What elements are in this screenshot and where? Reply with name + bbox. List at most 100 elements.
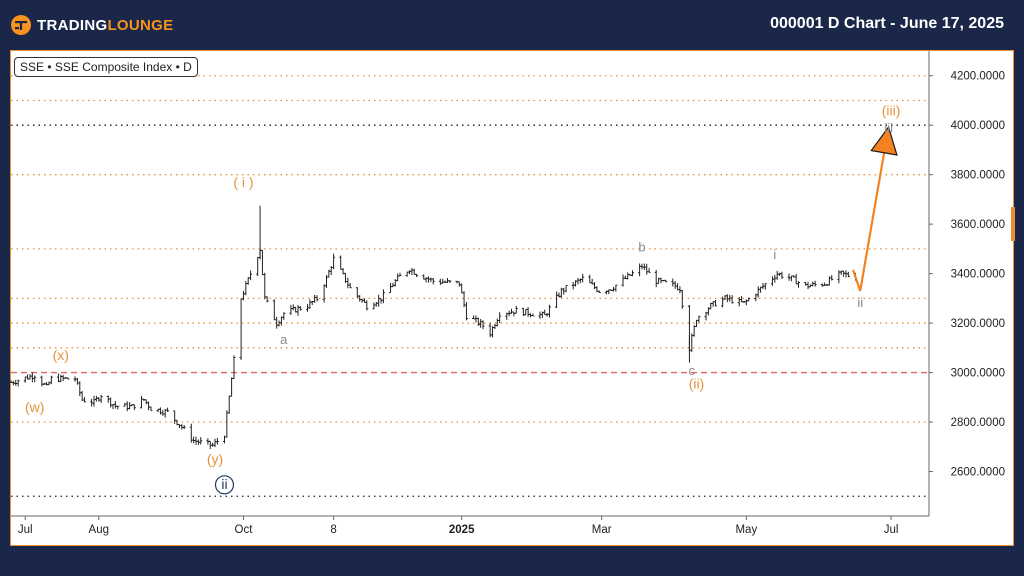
ohlc-bar bbox=[770, 276, 774, 286]
ohlc-bar bbox=[149, 406, 153, 412]
ohlc-bar bbox=[339, 255, 343, 270]
chart-title: 000001 D Chart - June 17, 2025 bbox=[770, 15, 1004, 32]
ohlc-bar bbox=[493, 323, 497, 329]
ohlc-bar bbox=[289, 304, 293, 315]
ohlc-bar bbox=[241, 290, 245, 301]
ohlc-bar bbox=[225, 410, 229, 438]
ohlc-bar bbox=[192, 436, 196, 444]
brand-prefix: TRADING bbox=[37, 16, 108, 34]
y-tick-label: 3800.0000 bbox=[951, 170, 1005, 182]
ohlc-bar bbox=[230, 377, 234, 397]
ohlc-bar bbox=[348, 282, 352, 289]
tradinglounge-logo-icon bbox=[11, 15, 31, 35]
ohlc-bar bbox=[144, 399, 148, 405]
ohlc-bar bbox=[116, 405, 120, 410]
wave-label: (w) bbox=[25, 399, 44, 415]
ohlc-bar bbox=[640, 263, 644, 270]
ohlc-bar bbox=[597, 290, 601, 294]
ohlc-bar bbox=[92, 395, 96, 407]
ohlc-bar bbox=[296, 305, 300, 316]
ohlc-bar bbox=[161, 409, 165, 416]
ohlc-bar bbox=[664, 279, 668, 283]
y-tick-label: 3400.0000 bbox=[951, 269, 1005, 281]
ohlc-bar bbox=[215, 437, 219, 445]
ohlc-bar bbox=[239, 298, 243, 361]
ohlc-bar bbox=[630, 270, 634, 277]
ohlc-bar bbox=[654, 269, 658, 288]
x-tick-label: Oct bbox=[235, 524, 254, 536]
ohlc-bar bbox=[614, 284, 618, 292]
ohlc-bar bbox=[547, 304, 551, 318]
ohlc-bar bbox=[381, 289, 385, 304]
projection-arrow-line bbox=[852, 139, 888, 292]
ohlc-bar bbox=[441, 278, 445, 284]
ohlc-bar bbox=[277, 320, 281, 327]
ohlc-bar bbox=[481, 320, 485, 330]
ohlc-bar bbox=[545, 313, 549, 317]
ohlc-bar bbox=[538, 311, 542, 319]
ohlc-bar bbox=[647, 267, 651, 273]
ohlc-bar bbox=[158, 407, 162, 415]
ohlc-bar bbox=[778, 272, 782, 276]
ohlc-bar bbox=[298, 306, 302, 311]
ohlc-bar bbox=[282, 312, 286, 320]
ohlc-bar bbox=[429, 277, 433, 283]
ohlc-bar bbox=[626, 272, 630, 280]
wave-label: ii bbox=[857, 295, 863, 310]
ohlc-bar bbox=[28, 374, 32, 380]
ohlc-bar bbox=[448, 280, 452, 284]
ohlc-bar bbox=[638, 263, 642, 277]
ohlc-bar bbox=[431, 277, 435, 285]
wave-label: (ii) bbox=[689, 376, 705, 392]
ohlc-bar bbox=[621, 274, 625, 287]
ohlc-bar bbox=[139, 395, 143, 409]
x-tick-label: 8 bbox=[330, 524, 336, 536]
ohlc-bar bbox=[412, 268, 416, 275]
wave-label: a bbox=[280, 332, 288, 347]
ohlc-bar bbox=[125, 401, 129, 412]
ohlc-bar bbox=[75, 377, 79, 385]
ohlc-bar bbox=[415, 273, 419, 278]
ohlc-bar bbox=[180, 424, 184, 430]
wave-label: (iii) bbox=[882, 102, 901, 118]
ohlc-bar bbox=[66, 377, 70, 380]
ohlc-bar bbox=[806, 282, 810, 290]
y-tick-label: 2600.0000 bbox=[951, 466, 1005, 478]
ohlc-bar bbox=[457, 281, 461, 287]
ohlc-bar bbox=[830, 275, 834, 281]
brand-name: TRADINGLOUNGE bbox=[37, 17, 173, 34]
wave-label: (y) bbox=[207, 451, 223, 467]
ohlc-bar bbox=[498, 312, 502, 324]
ohlc-bar bbox=[697, 315, 701, 323]
y-tick-label: 4200.0000 bbox=[951, 71, 1005, 83]
symbol-info-box[interactable]: SSE • SSE Composite Index • D bbox=[14, 57, 198, 77]
ohlc-bar bbox=[213, 438, 217, 448]
ohlc-bar bbox=[256, 256, 260, 277]
ohlc-bar bbox=[173, 410, 177, 424]
price-axis-marker bbox=[1011, 207, 1015, 241]
ohlc-bar bbox=[410, 268, 414, 276]
ohlc-bar bbox=[182, 425, 186, 429]
ohlc-bar bbox=[695, 319, 699, 328]
wave-label: i bbox=[773, 247, 776, 262]
wave-label: b bbox=[638, 239, 645, 254]
ohlc-bar bbox=[543, 309, 547, 316]
ohlc-bar bbox=[308, 299, 312, 309]
ohlc-bar bbox=[99, 394, 103, 403]
ohlc-bar bbox=[564, 285, 568, 293]
ohlc-bar bbox=[47, 381, 51, 386]
ohlc-bar bbox=[846, 271, 850, 278]
ohlc-bar bbox=[123, 402, 127, 407]
ohlc-bar bbox=[132, 404, 136, 410]
ohlc-bar bbox=[83, 397, 87, 403]
ohlc-bar bbox=[59, 374, 63, 383]
ohlc-bar bbox=[714, 300, 718, 307]
projection-arrow-head bbox=[870, 125, 898, 156]
ohlc-bar bbox=[398, 272, 402, 277]
ohlc-bar bbox=[756, 286, 760, 298]
wave-label: ( i ) bbox=[233, 174, 253, 190]
ohlc-bar bbox=[794, 273, 798, 285]
brand-logo: TRADINGLOUNGE bbox=[10, 13, 173, 37]
ohlc-bar bbox=[147, 401, 151, 411]
